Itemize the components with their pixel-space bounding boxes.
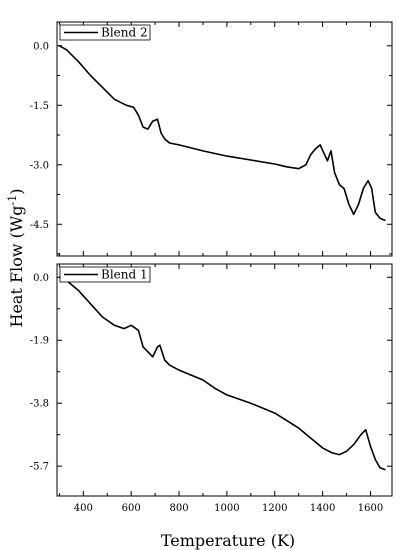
bottom-panel: 0.0 -1.9 -3.8 -5.7 400 600 800 1000 1200 1400 1600… (30, 263, 393, 514)
x-tick-label: 1200 (262, 503, 287, 514)
bottom-y-tick-label: -5.7 (30, 462, 49, 473)
bottom-y-tick-label: -3.8 (30, 399, 49, 410)
x-tick-label: 800 (169, 503, 188, 514)
top-y-tick-label: -4.5 (30, 220, 49, 231)
bottom-series-line (58, 276, 386, 471)
top-legend-label: Blend 2 (101, 26, 148, 40)
x-tick-label: 1600 (358, 503, 383, 514)
x-tick-label: 1000 (214, 503, 239, 514)
top-plot-frame (56, 21, 393, 257)
bottom-legend-box (59, 266, 151, 283)
y-axis-title: Heat Flow (Wg-1) (6, 188, 26, 327)
x-tick-label: 600 (122, 503, 141, 514)
x-axis-title: Temperature (K) (161, 531, 295, 550)
bottom-legend-label: Blend 1 (101, 268, 148, 282)
x-tick-label: 1400 (310, 503, 335, 514)
top-y-tick-label: -1.5 (30, 101, 49, 112)
bottom-y-tick-label: 0.0 (33, 273, 49, 284)
bottom-plot-frame (56, 263, 393, 497)
top-legend-box (59, 24, 151, 41)
top-series-line (58, 45, 386, 222)
x-tick-label: 400 (74, 503, 93, 514)
top-y-tick-label: -3.0 (30, 160, 49, 171)
top-y-tick-label: 0.0 (33, 41, 49, 52)
top-panel: 0.0 -1.5 -3.0 -4.5 Blend 2 (30, 21, 393, 257)
bottom-y-tick-label: -1.9 (30, 336, 49, 347)
